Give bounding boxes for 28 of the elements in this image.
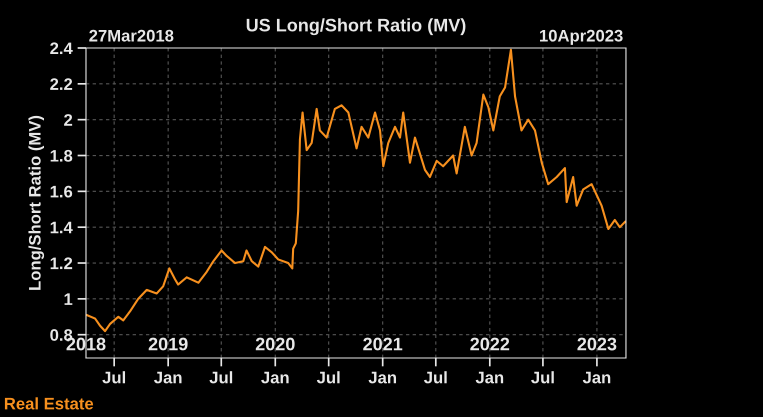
text: 27Mar2018: [89, 30, 174, 42]
x-tick-label: Jul: [424, 371, 447, 384]
y-tick-label: 2.4: [50, 42, 73, 54]
y-tick-label: 2.2: [50, 78, 72, 90]
x2-tick-label: 2019: [148, 338, 188, 350]
y-tick-label: 1.2: [50, 257, 72, 270]
x-tick-label: Jul: [209, 371, 232, 384]
x-tick-label: Jan: [476, 372, 504, 384]
y-tick-label: 1.4: [50, 222, 73, 234]
x-tick-label: Jan: [582, 372, 610, 384]
y-tick-label: 1.8: [50, 150, 72, 162]
x-tick-label: Jan: [261, 372, 289, 384]
y-axis-title: Long/Short Ratio (MV): [28, 116, 44, 290]
x2-tick-label: 2022: [470, 338, 510, 350]
text: Real Estate: [4, 397, 94, 410]
x-tick-label: Jul: [102, 371, 126, 384]
x-tick-label: Jan: [368, 372, 396, 384]
text: 10Apr2023: [540, 30, 623, 45]
x2-tick-label: 2020: [256, 338, 295, 350]
x2-tick-label: 2021: [363, 338, 402, 350]
x-tick-label: Jul: [531, 371, 554, 384]
x-tick-label: Jul: [316, 371, 340, 384]
y-tick-label: 2: [64, 114, 72, 126]
chart-title: US Long/Short Ratio (MV): [246, 18, 466, 36]
x2-tick-label: 2023: [577, 338, 616, 350]
x-tick-label: Jan: [154, 372, 182, 384]
y-tick-label: 1: [64, 293, 72, 305]
y-tick-label: 1.6: [50, 186, 72, 198]
